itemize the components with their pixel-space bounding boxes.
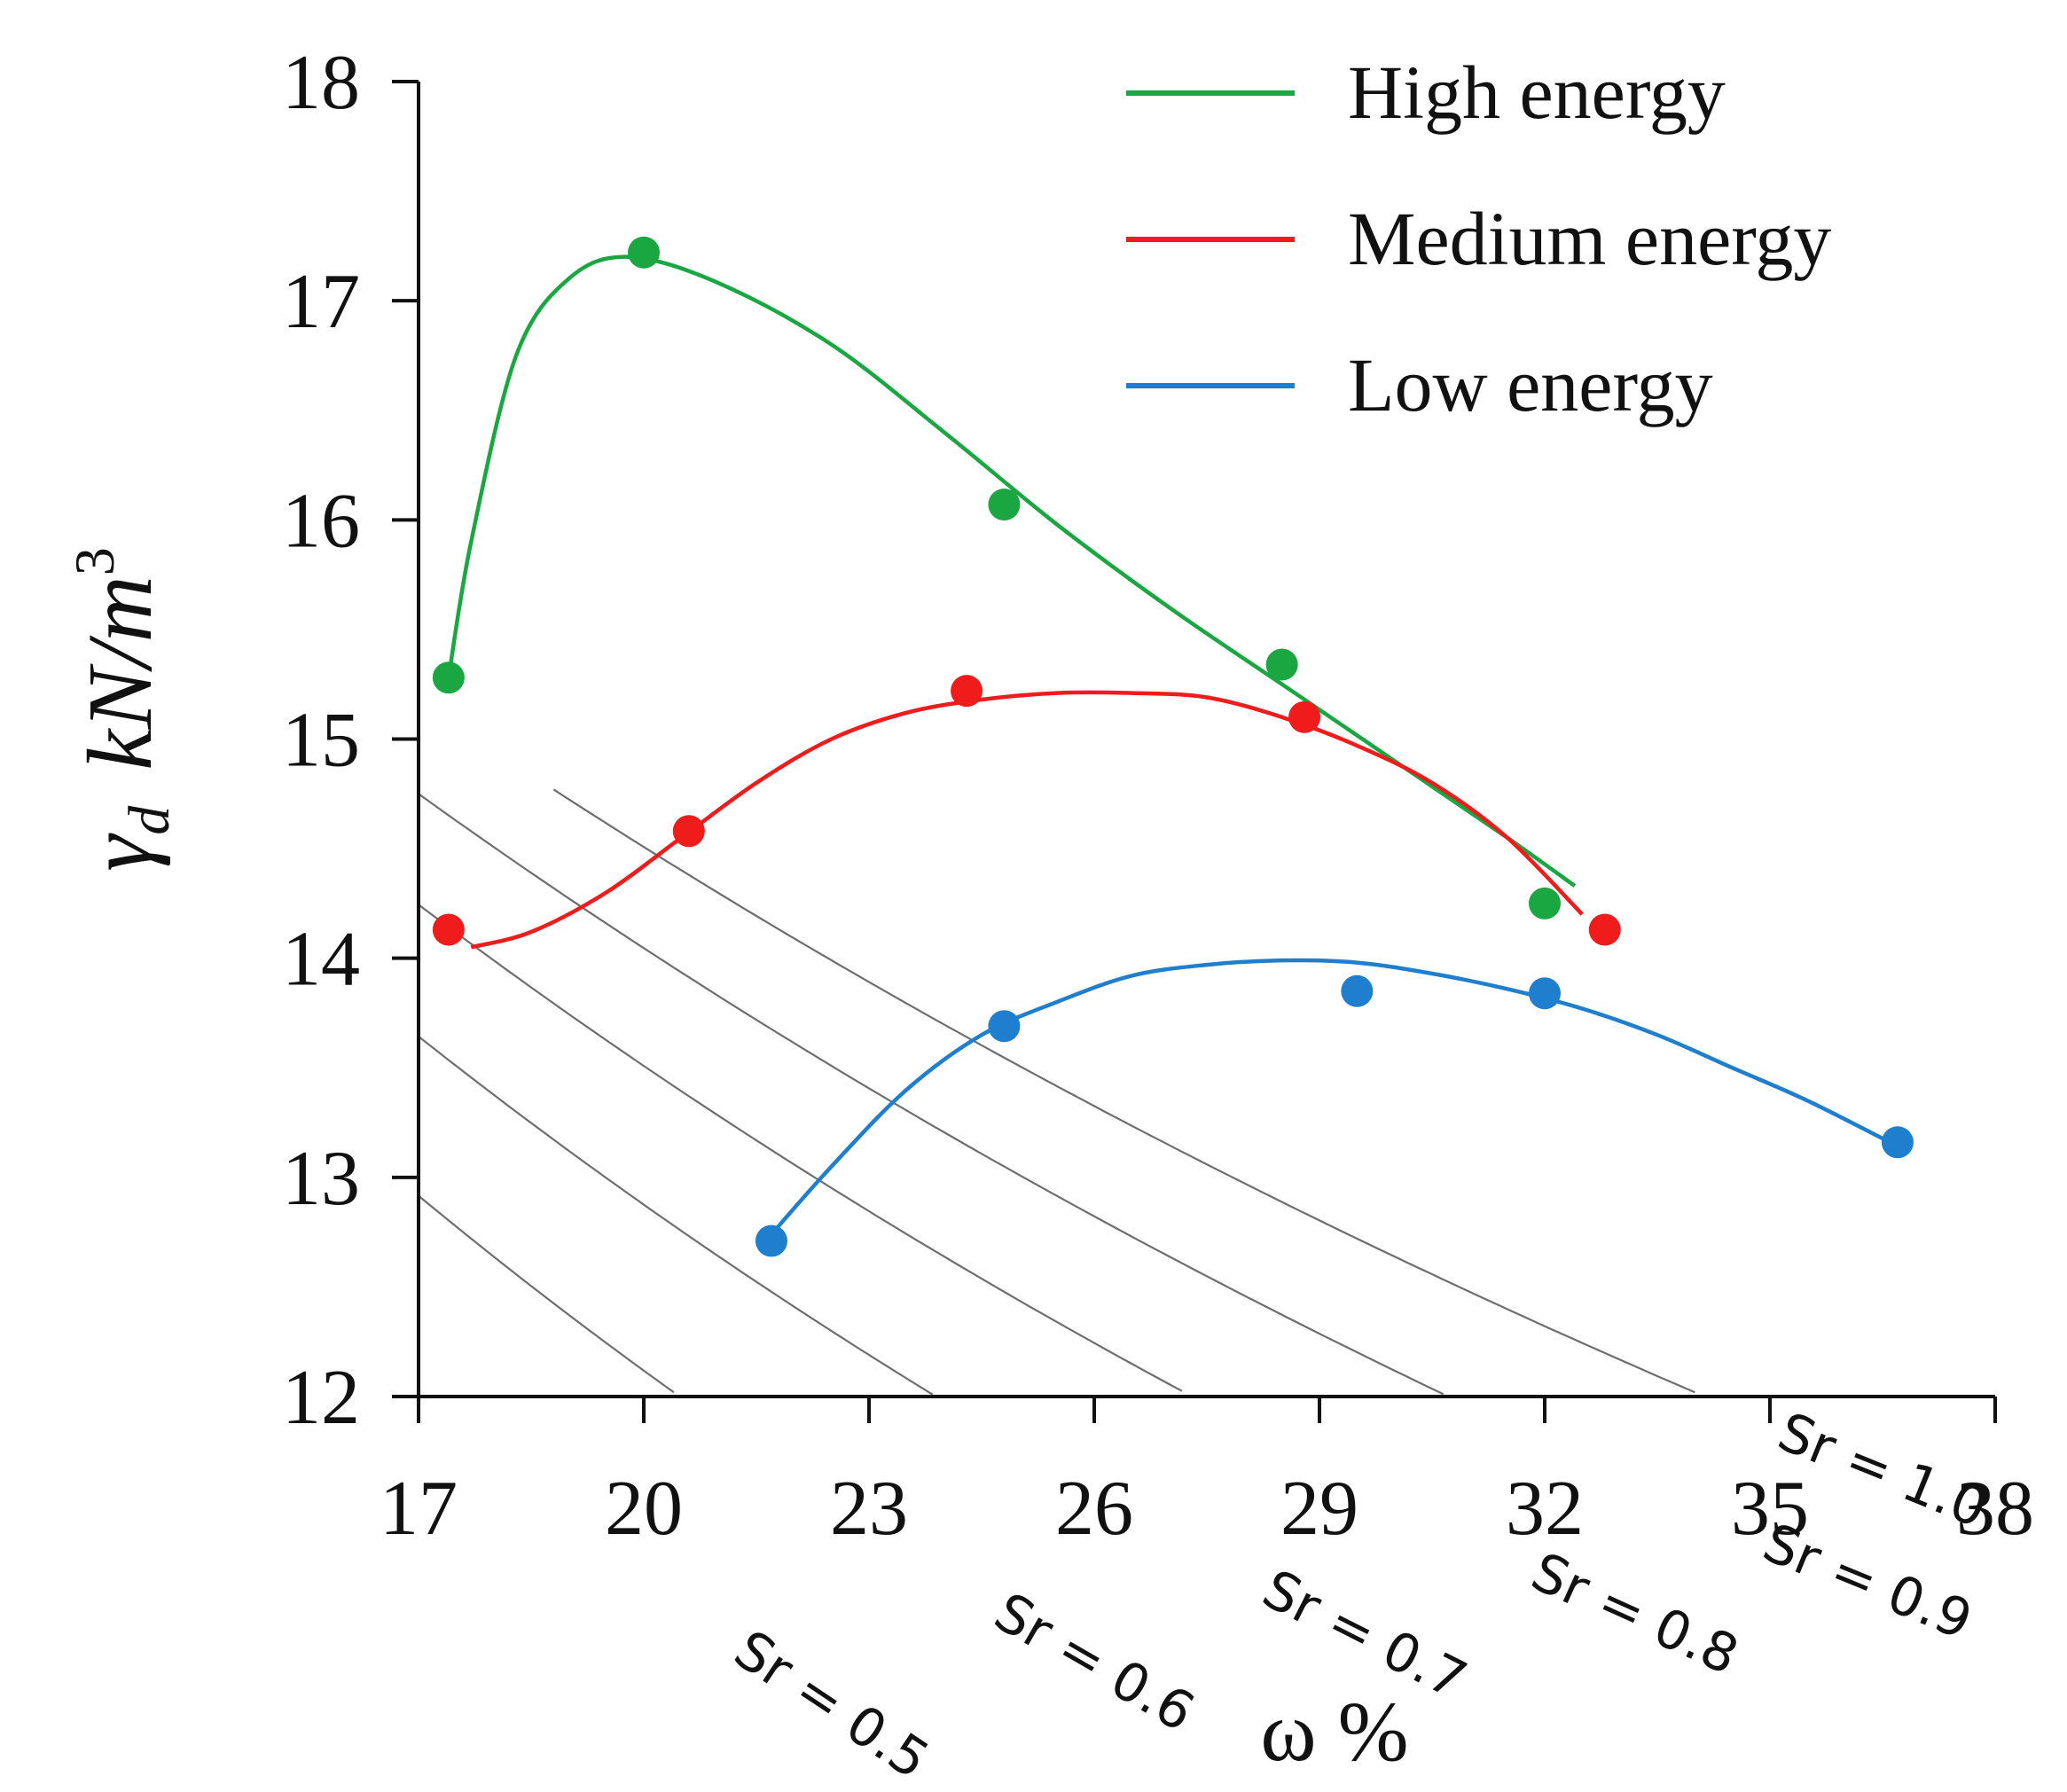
high-energy-point xyxy=(432,661,465,694)
x-tick-label: 26 xyxy=(1055,1466,1133,1552)
y-axis-subscript: d xyxy=(117,805,182,835)
low-energy-fit-line xyxy=(770,958,1891,1236)
saturation-label-bg xyxy=(727,1615,941,1788)
svg-text:γdkN/m3: γd kN/m3 xyxy=(63,547,182,872)
high-energy-point xyxy=(1265,648,1298,681)
medium-energy-point xyxy=(951,675,983,708)
high-energy-point xyxy=(628,236,660,269)
medium-energy-point xyxy=(432,913,465,946)
legend: High energy Medium energy Low energy xyxy=(1126,50,1831,427)
x-tick-label: 17 xyxy=(380,1466,458,1552)
axes-layer: 17 20 23 26 29 32 35 38 12 13 14 15 16 17 18 xyxy=(282,40,2034,1552)
y-axis-title: γd kN/m3 xyxy=(63,547,182,872)
saturation-label-group: Sr = 0.8 xyxy=(1523,1536,1748,1687)
x-tick-label: 35 xyxy=(1731,1466,1809,1552)
x-axis-title: ω % xyxy=(1260,1684,1408,1779)
saturation-line-1-0 xyxy=(552,788,1695,1394)
y-tick-label: 14 xyxy=(282,917,360,1003)
medium-energy-fit-line xyxy=(470,690,1584,950)
low-energy-point xyxy=(755,1225,787,1257)
saturation-label-bg xyxy=(988,1577,1205,1741)
series-layer xyxy=(432,236,1914,1257)
y-tick-label: 18 xyxy=(282,40,360,126)
saturation-label-group: Sr = 0.5 xyxy=(724,1615,941,1792)
saturation-label-bg xyxy=(1773,1396,1995,1538)
legend-label-medium-energy: Medium energy xyxy=(1348,196,1831,281)
legend-label-low-energy: Low energy xyxy=(1348,342,1713,427)
y-tick-label: 12 xyxy=(282,1355,360,1441)
x-tick-label: 23 xyxy=(830,1466,908,1552)
saturation-label-bg xyxy=(1257,1553,1476,1709)
y-axis-units: kN/m xyxy=(69,575,171,771)
legend-label-high-energy: High energy xyxy=(1348,50,1726,135)
low-energy-point xyxy=(988,1010,1021,1043)
saturation-label: Sr = 0.6 xyxy=(984,1581,1205,1744)
saturation-label-bg xyxy=(1758,1506,1981,1649)
saturation-line-0-6 xyxy=(418,1194,675,1394)
saturation-line-0-8 xyxy=(418,904,1183,1392)
x-tick-label: 38 xyxy=(1956,1466,2034,1552)
x-tick-label: 29 xyxy=(1280,1466,1358,1552)
medium-energy-point xyxy=(1588,913,1621,946)
saturation-line-0-9 xyxy=(418,793,1445,1396)
saturation-label: Sr = 0.5 xyxy=(724,1619,940,1792)
saturation-label-group: Sr = 0.6 xyxy=(984,1577,1205,1744)
y-tick-label: 16 xyxy=(282,478,360,564)
low-energy-point xyxy=(1529,977,1561,1010)
y-tick-label: 13 xyxy=(282,1136,360,1222)
saturation-line-0-7 xyxy=(418,1036,934,1396)
high-energy-fit-line xyxy=(446,254,1577,888)
low-energy-point xyxy=(1341,974,1374,1007)
y-axis-symbol: γ xyxy=(69,833,171,872)
y-tick-label: 15 xyxy=(282,698,360,784)
medium-energy-point xyxy=(672,815,705,848)
x-tick-label: 32 xyxy=(1506,1466,1584,1552)
low-energy-point xyxy=(1881,1126,1914,1159)
medium-energy-point xyxy=(1288,700,1321,733)
high-energy-point xyxy=(1529,887,1561,919)
saturation-lines-layer: Sr = 0.5 Sr = 0.6 Sr = 0.7 Sr = 0.8 Sr = 0.9… xyxy=(418,788,1995,1792)
y-tick-label: 17 xyxy=(282,259,360,345)
x-tick-label: 20 xyxy=(605,1466,683,1552)
saturation-label-bg xyxy=(1526,1536,1748,1684)
y-axis-exponent: 3 xyxy=(63,547,126,575)
high-energy-point xyxy=(988,489,1021,521)
